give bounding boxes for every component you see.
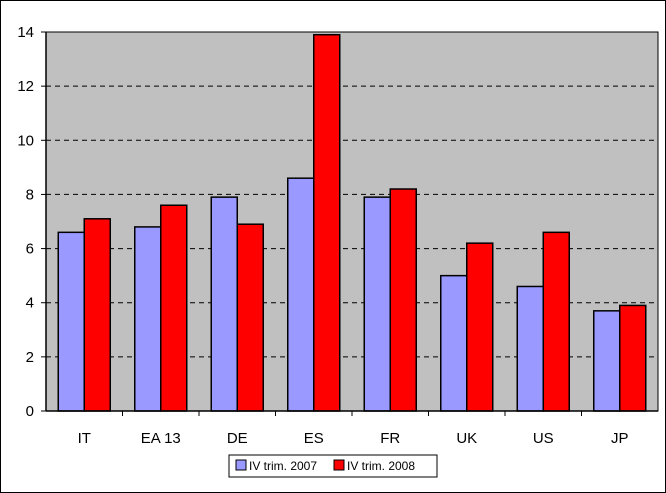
bar-iv-trim-2007-it [57,231,85,412]
x-tick-label-uk: UK [456,430,477,447]
y-tick-label-6: 6 [26,241,34,258]
legend: IV trim. 2007 IV trim. 2008 [228,454,438,478]
y-tick-label-14: 14 [17,24,34,41]
bar-iv-trim-2007-fr [363,196,391,412]
y-tick-label-10: 10 [17,132,34,149]
bar-iv-trim-2008-fr [389,188,417,412]
legend-label-iv-trim-2007: IV trim. 2007 [249,459,317,473]
y-tick-label-12: 12 [17,78,34,95]
legend-label-iv-trim-2008: IV trim. 2008 [347,459,415,473]
x-tick-label-es: ES [304,430,324,447]
bar-iv-trim-2007-uk [440,274,468,412]
legend-swatch-iv-trim-2007 [235,459,247,471]
bar-iv-trim-2008-jp [619,304,647,412]
y-tick-label-8: 8 [26,186,34,203]
bar-iv-trim-2008-de [236,223,264,412]
x-tick-label-de: DE [227,430,248,447]
x-tick-label-fr: FR [380,430,400,447]
y-tick-label-0: 0 [26,403,34,420]
x-tick-label-jp: JP [611,430,629,447]
bar-iv-trim-2007-us [516,285,544,412]
bar-iv-trim-2008-us [542,231,570,412]
bar-iv-trim-2007-de [210,196,238,412]
bar-iv-trim-2008-uk [466,242,494,412]
x-tick-label-ea-13: EA 13 [141,430,181,447]
x-tick-label-us: US [533,430,554,447]
x-axis-ticks: IT EA 13 DE ES FR UK US JP [78,411,629,447]
x-tick-label-it: IT [78,430,91,447]
legend-swatch-iv-trim-2008 [333,459,345,471]
bar-iv-trim-2008-it [83,218,111,412]
y-tick-label-2: 2 [26,349,34,366]
legend-box [228,454,438,478]
bar-iv-trim-2008-ea-13 [160,204,188,412]
y-axis-ticks: 0 2 4 6 8 10 12 14 [17,24,46,420]
y-tick-label-4: 4 [26,295,34,312]
bar-iv-trim-2007-ea-13 [134,226,162,412]
bar-iv-trim-2007-jp [593,310,621,412]
bar-iv-trim-2008-es [313,33,341,412]
bar-iv-trim-2007-es [287,177,315,412]
bars [57,33,647,412]
